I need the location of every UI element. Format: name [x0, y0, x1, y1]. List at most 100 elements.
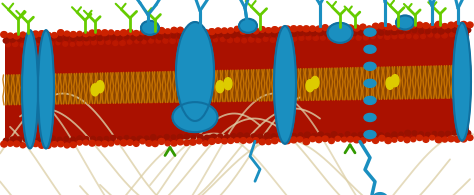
- Ellipse shape: [141, 21, 159, 35]
- Ellipse shape: [135, 39, 139, 43]
- Ellipse shape: [177, 27, 183, 33]
- Ellipse shape: [454, 136, 461, 142]
- Ellipse shape: [256, 38, 261, 43]
- Ellipse shape: [417, 22, 422, 27]
- Ellipse shape: [32, 31, 39, 37]
- Ellipse shape: [99, 40, 103, 44]
- Ellipse shape: [56, 41, 60, 45]
- Ellipse shape: [253, 28, 259, 34]
- Ellipse shape: [191, 34, 196, 38]
- Ellipse shape: [70, 42, 74, 46]
- Ellipse shape: [17, 137, 22, 141]
- Ellipse shape: [235, 38, 239, 42]
- Ellipse shape: [412, 28, 417, 33]
- Ellipse shape: [237, 31, 243, 37]
- Ellipse shape: [203, 141, 208, 146]
- Ellipse shape: [417, 22, 422, 27]
- Ellipse shape: [20, 32, 26, 37]
- Ellipse shape: [345, 30, 350, 34]
- Ellipse shape: [235, 26, 239, 31]
- Ellipse shape: [44, 37, 49, 42]
- Ellipse shape: [253, 28, 259, 34]
- Ellipse shape: [456, 33, 462, 38]
- Ellipse shape: [83, 140, 89, 145]
- Ellipse shape: [318, 30, 324, 35]
- Ellipse shape: [349, 35, 354, 39]
- Ellipse shape: [385, 133, 390, 137]
- Ellipse shape: [23, 136, 29, 142]
- Ellipse shape: [13, 33, 20, 39]
- Ellipse shape: [358, 132, 364, 137]
- Ellipse shape: [242, 38, 246, 43]
- Ellipse shape: [398, 25, 403, 30]
- Ellipse shape: [435, 34, 439, 38]
- Ellipse shape: [311, 76, 319, 88]
- Ellipse shape: [218, 134, 223, 138]
- Ellipse shape: [1, 141, 7, 147]
- Ellipse shape: [203, 30, 208, 35]
- Ellipse shape: [411, 23, 416, 28]
- Ellipse shape: [364, 113, 376, 121]
- Ellipse shape: [30, 137, 35, 141]
- Ellipse shape: [270, 38, 275, 42]
- Ellipse shape: [120, 41, 125, 45]
- Ellipse shape: [3, 38, 9, 43]
- Ellipse shape: [177, 134, 183, 139]
- Ellipse shape: [32, 141, 39, 147]
- Ellipse shape: [251, 134, 256, 139]
- Ellipse shape: [244, 133, 250, 138]
- Ellipse shape: [438, 131, 444, 137]
- Ellipse shape: [158, 138, 164, 144]
- Ellipse shape: [328, 26, 334, 31]
- Ellipse shape: [197, 33, 203, 38]
- Ellipse shape: [149, 39, 154, 43]
- Ellipse shape: [266, 28, 271, 33]
- Ellipse shape: [310, 136, 316, 142]
- Ellipse shape: [83, 32, 89, 37]
- Ellipse shape: [177, 33, 183, 38]
- Ellipse shape: [271, 32, 276, 37]
- Ellipse shape: [291, 137, 297, 143]
- Ellipse shape: [465, 28, 471, 33]
- Ellipse shape: [171, 141, 177, 146]
- Ellipse shape: [190, 29, 196, 35]
- Ellipse shape: [146, 141, 152, 146]
- Ellipse shape: [184, 33, 190, 38]
- Ellipse shape: [137, 35, 143, 41]
- Ellipse shape: [70, 32, 76, 37]
- Ellipse shape: [247, 138, 253, 143]
- Ellipse shape: [278, 27, 284, 32]
- Ellipse shape: [278, 32, 283, 36]
- Ellipse shape: [442, 24, 447, 29]
- Ellipse shape: [322, 136, 328, 142]
- Ellipse shape: [303, 26, 310, 32]
- Ellipse shape: [64, 31, 70, 36]
- Ellipse shape: [20, 143, 26, 148]
- Ellipse shape: [91, 136, 95, 141]
- Ellipse shape: [211, 134, 217, 139]
- Ellipse shape: [291, 26, 297, 32]
- Ellipse shape: [124, 136, 129, 140]
- Ellipse shape: [204, 135, 210, 140]
- Ellipse shape: [378, 133, 383, 138]
- Ellipse shape: [364, 130, 376, 138]
- Ellipse shape: [89, 30, 95, 36]
- Ellipse shape: [312, 134, 316, 138]
- Ellipse shape: [385, 31, 390, 35]
- Ellipse shape: [221, 28, 228, 33]
- Ellipse shape: [38, 31, 45, 37]
- Ellipse shape: [392, 138, 397, 142]
- Ellipse shape: [97, 137, 102, 141]
- Ellipse shape: [423, 23, 429, 28]
- Ellipse shape: [285, 36, 289, 40]
- Ellipse shape: [157, 35, 163, 40]
- Ellipse shape: [84, 36, 89, 41]
- Ellipse shape: [399, 30, 403, 34]
- Ellipse shape: [127, 140, 133, 145]
- Ellipse shape: [461, 21, 467, 27]
- Ellipse shape: [45, 32, 51, 38]
- Ellipse shape: [328, 138, 334, 144]
- Ellipse shape: [17, 37, 22, 41]
- Ellipse shape: [32, 31, 39, 37]
- Ellipse shape: [297, 26, 303, 31]
